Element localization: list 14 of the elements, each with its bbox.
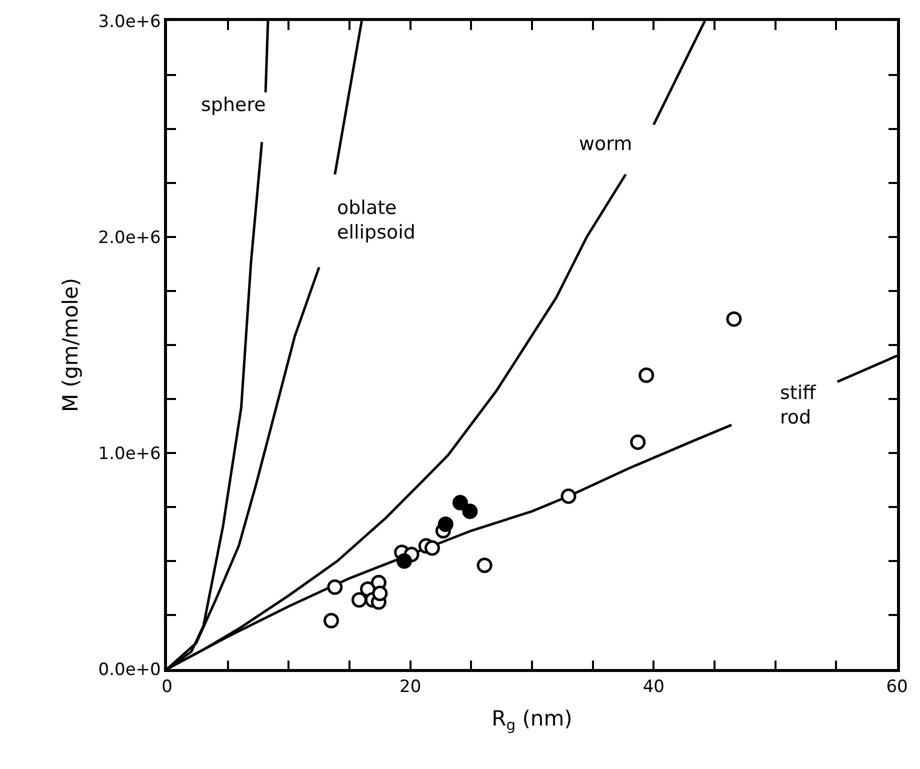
y-tick-label: 1.0e+6: [98, 444, 161, 464]
series-label: sphere: [201, 94, 266, 116]
y-tick-label: 3.0e+6: [98, 12, 161, 32]
x-tick-label: 60: [886, 677, 908, 698]
y-tick-label: 2.0e+6: [98, 228, 161, 248]
series-label: oblate ellipsoid: [337, 197, 416, 244]
series-label: worm: [579, 133, 632, 155]
series-label: stiff rod: [780, 382, 817, 429]
y-tick-label: 0.0e+0: [98, 660, 161, 680]
y-axis-title: M (gm/mole): [58, 278, 82, 412]
x-axis-title: R$_{g}$ (nm): [492, 706, 572, 734]
x-tick-label: 40: [642, 677, 664, 698]
x-tick-label: 0: [162, 677, 172, 698]
x-tick-label: 20: [400, 677, 422, 698]
